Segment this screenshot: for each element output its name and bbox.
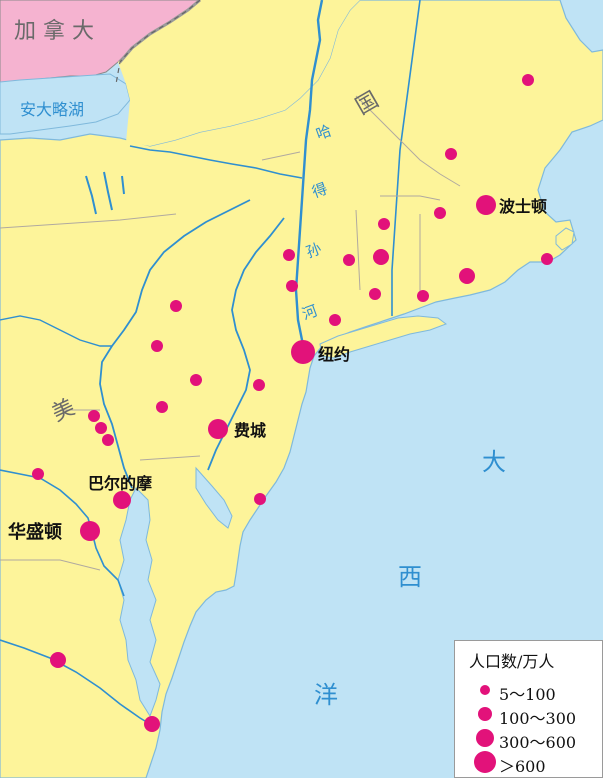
legend-dot-small [480,685,490,695]
city-dot[interactable] [144,716,160,732]
mohawk-river [129,145,303,179]
connecticut-river [391,0,421,316]
legend-label: 100～300 [499,709,577,728]
city-dot[interactable] [369,288,381,300]
city-dot-baltimore[interactable] [113,491,131,509]
legend-label: 5～100 [499,685,556,704]
delaware-bay [195,466,233,529]
label-atlantic-1: 大 [482,448,506,476]
city-dot-washington[interactable] [80,521,100,541]
city-dot[interactable] [32,468,44,480]
city-label-washington: 华盛顿 [8,521,62,543]
legend-dot-large [476,729,494,747]
legend-row: 5～100 [455,679,603,704]
legend-dot-medium [478,707,492,721]
city-dots [32,74,553,732]
city-dot-boston[interactable] [476,195,496,215]
susquehanna-river [99,199,251,489]
chesapeake-bay [117,487,161,718]
city-dot[interactable] [190,374,202,386]
susquehanna-west-branch [0,315,112,347]
city-dot[interactable] [445,148,457,160]
legend-label: 300～600 [499,733,577,752]
city-dot[interactable] [286,280,298,292]
legend-row: 100～300 [455,703,603,728]
label-hudson-4: 河 [300,301,320,323]
legend-row: 300～600 [455,727,603,752]
city-dot[interactable] [434,207,446,219]
label-hudson-3: 孙 [304,239,324,261]
city-dot[interactable] [151,340,163,352]
international-border-dash [115,0,201,85]
us-north-strip [118,0,360,146]
james-river [0,639,151,725]
finger-lake-2 [103,171,113,211]
city-dot[interactable] [417,290,429,302]
legend-label: ＞600 [499,757,546,776]
city-dot[interactable] [102,434,114,446]
city-dot[interactable] [541,253,553,265]
city-dot[interactable] [378,218,390,230]
legend-title: 人口数/万人 [469,652,555,671]
label-atlantic-2: 西 [398,563,422,591]
city-label-new-york: 纽约 [318,345,350,364]
label-lake-ontario: 安大略湖 [20,100,84,119]
city-label-baltimore: 巴尔的摩 [88,474,152,493]
city-dot[interactable] [522,74,534,86]
label-hudson-1: 哈 [314,121,334,143]
city-dot[interactable] [50,652,66,668]
city-dot[interactable] [343,254,355,266]
city-dot[interactable] [88,410,100,422]
city-dot[interactable] [329,314,341,326]
lake-ontario [0,73,131,135]
legend-dot-xlarge [474,751,496,773]
city-dot[interactable] [170,300,182,312]
cape-cod [555,227,575,251]
city-dot-new-york[interactable] [291,340,315,364]
label-hudson-2: 得 [310,179,330,201]
city-dot[interactable] [254,493,266,505]
state-borders [0,95,461,571]
long-island [319,315,448,359]
city-label-philadelphia: 费城 [234,421,266,440]
city-label-boston: 波士顿 [499,197,547,216]
label-atlantic-3: 洋 [314,681,338,709]
city-dot-philadelphia[interactable] [208,419,228,439]
legend-row: ＞600 [455,751,603,776]
label-canada: 加 拿 大 [14,18,94,44]
finger-lake-3 [121,175,125,195]
legend: 人口数/万人 5～100 100～300 300～600 ＞600 [454,640,603,778]
city-dot[interactable] [373,249,389,265]
hudson-river [294,0,324,355]
city-dot[interactable] [459,268,475,284]
finger-lake-1 [85,175,97,215]
city-dot[interactable] [253,379,265,391]
city-dot[interactable] [283,249,295,261]
city-dot[interactable] [95,422,107,434]
city-dot[interactable] [156,401,168,413]
